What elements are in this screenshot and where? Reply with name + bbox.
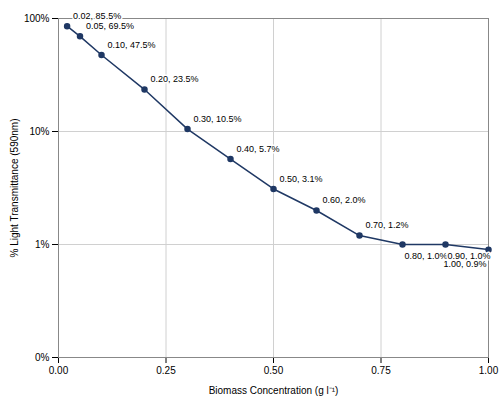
svg-text:0.40, 5.7%: 0.40, 5.7% (237, 144, 280, 154)
svg-text:0.60, 2.0%: 0.60, 2.0% (323, 195, 366, 205)
svg-text:0.10, 47.5%: 0.10, 47.5% (108, 40, 156, 50)
svg-text:0.05, 69.5%: 0.05, 69.5% (86, 21, 134, 31)
svg-text:0.25: 0.25 (156, 365, 176, 376)
svg-text:0%: 0% (35, 352, 50, 363)
svg-text:0.75: 0.75 (371, 365, 391, 376)
svg-text:0.80, 1.0%: 0.80, 1.0% (405, 251, 448, 261)
svg-text:1.00: 1.00 (479, 365, 499, 376)
svg-text:100%: 100% (24, 13, 50, 24)
svg-text:0.70, 1.2%: 0.70, 1.2% (366, 220, 409, 230)
svg-text:0.50: 0.50 (264, 365, 284, 376)
svg-text:Biomass Concentration (g l⁻¹): Biomass Concentration (g l⁻¹) (209, 385, 339, 396)
svg-text:0.20, 23.5%: 0.20, 23.5% (151, 74, 199, 84)
svg-text:10%: 10% (29, 126, 49, 137)
svg-text:1.00, 0.9%: 1.00, 0.9% (443, 259, 486, 269)
svg-text:0.90, 1.0%: 0.90, 1.0% (447, 251, 491, 262)
svg-text:0.00: 0.00 (49, 365, 69, 376)
svg-text:1%: 1% (35, 239, 50, 250)
svg-text:0.50, 3.1%: 0.50, 3.1% (280, 174, 323, 184)
svg-text:% Light Transmittance (590nm): % Light Transmittance (590nm) (9, 119, 20, 258)
svg-text:0.02, 85.5%: 0.02, 85.5% (73, 11, 121, 21)
svg-text:0.30, 10.5%: 0.30, 10.5% (194, 114, 242, 124)
